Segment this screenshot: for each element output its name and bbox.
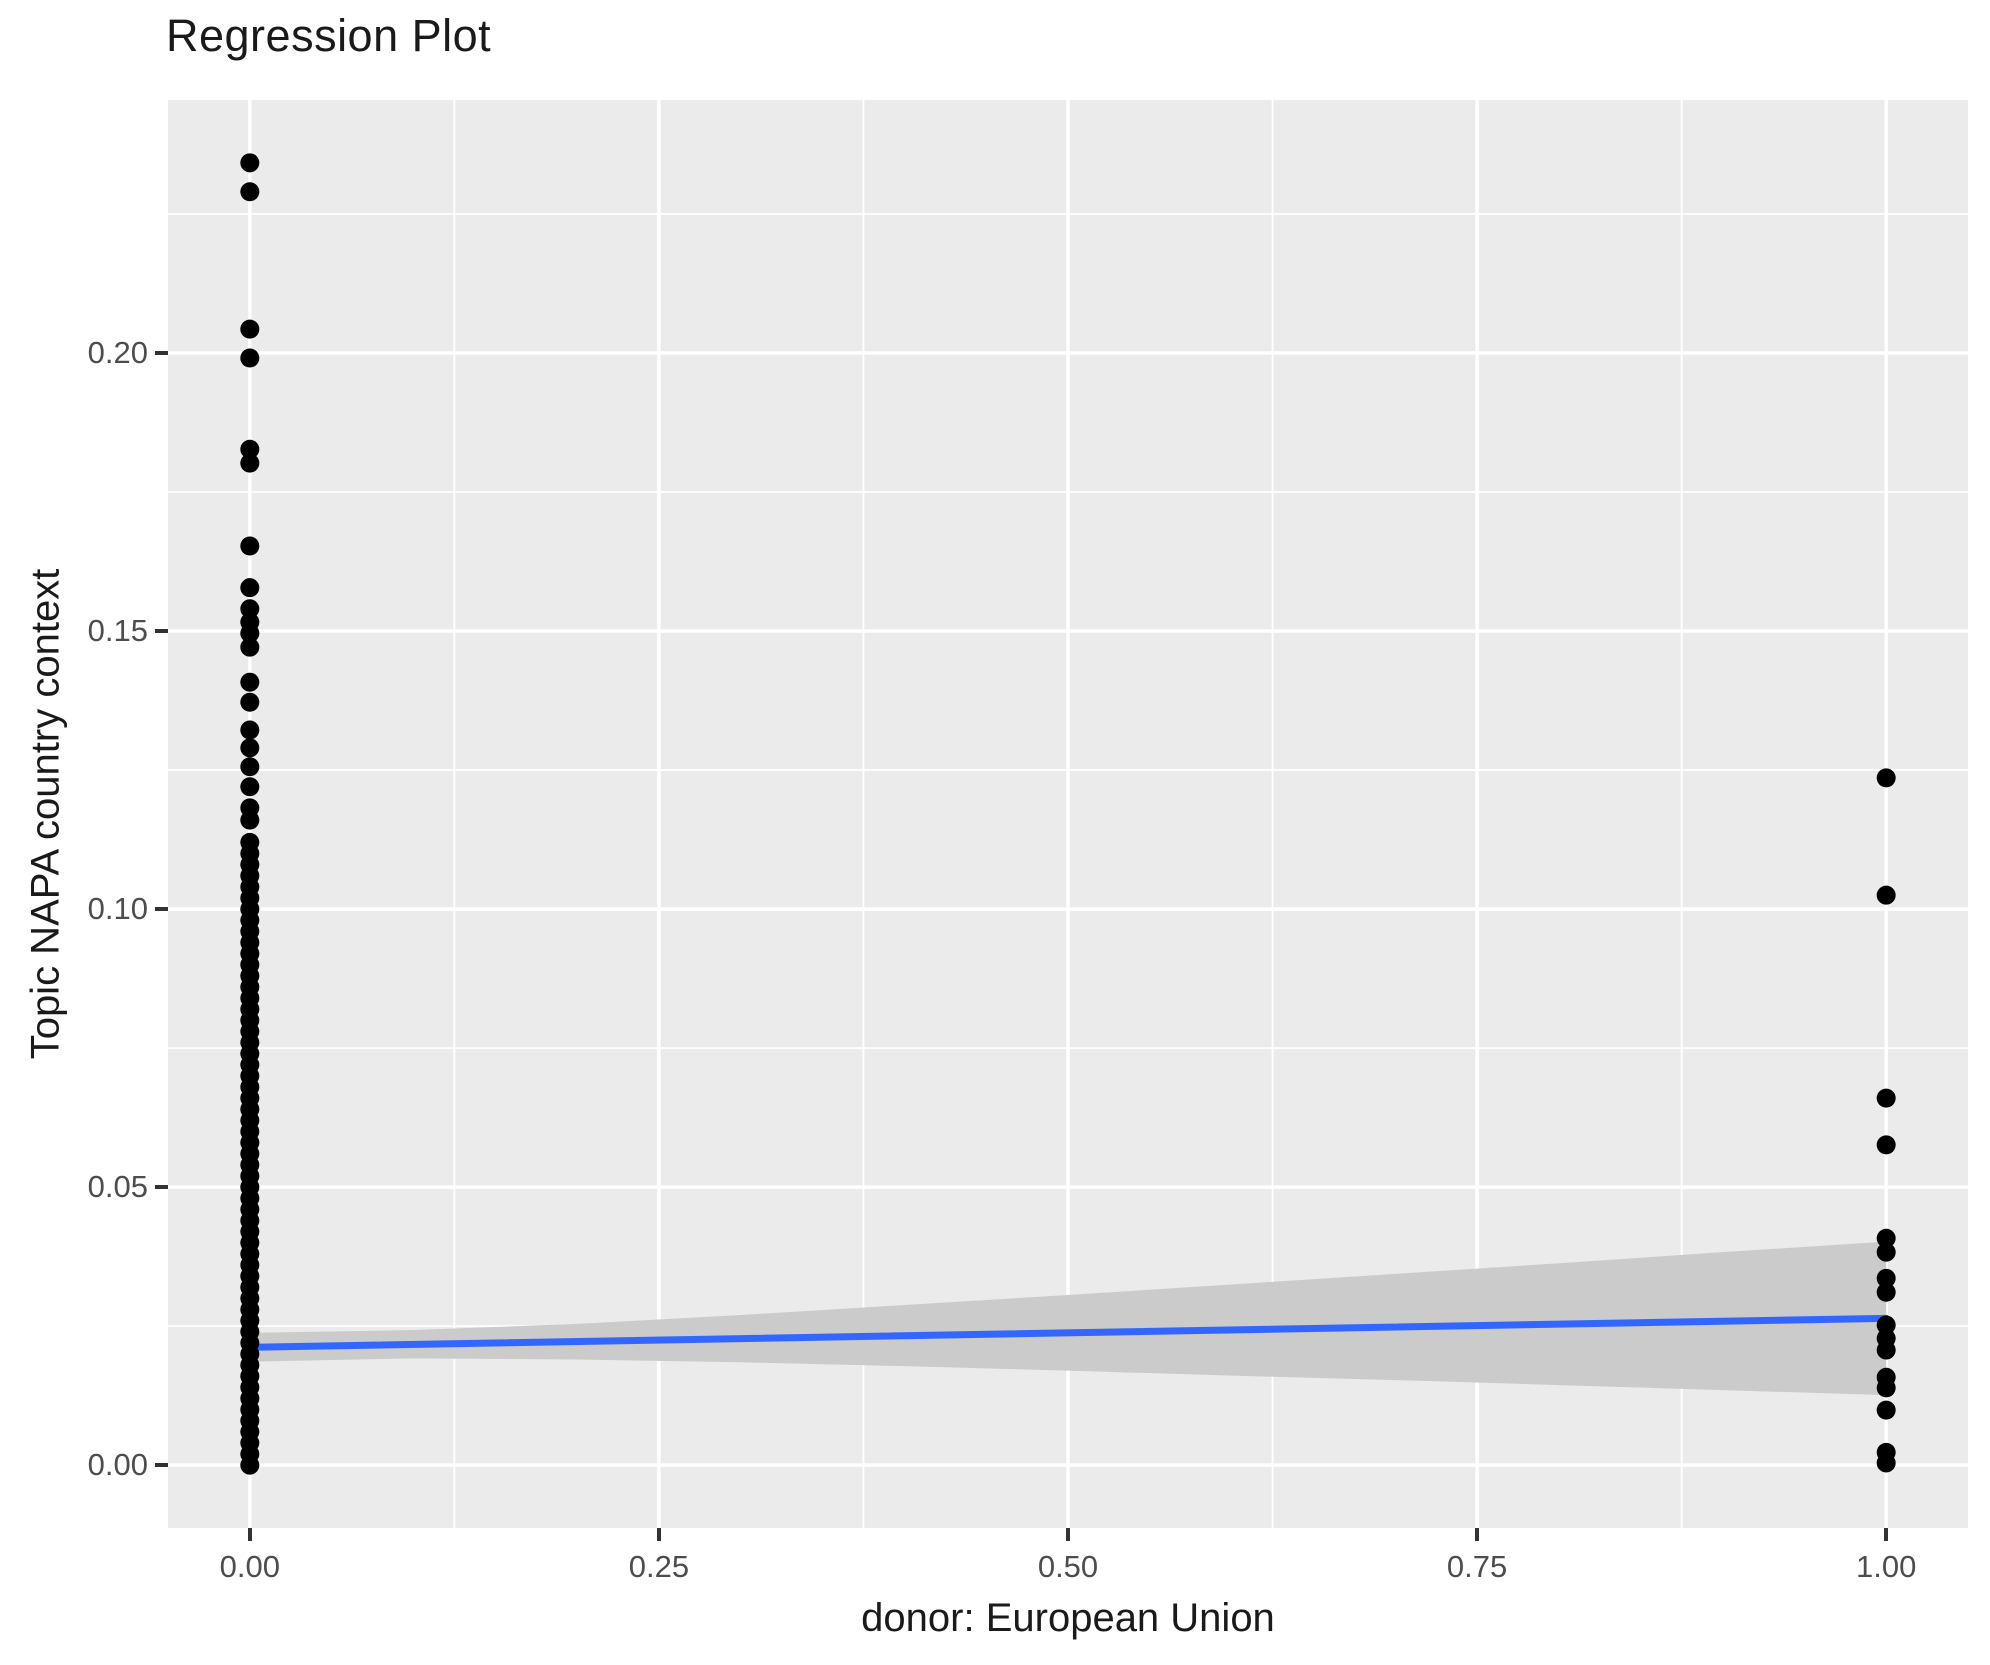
data-point bbox=[240, 672, 260, 692]
data-point bbox=[240, 612, 260, 632]
y-tick-label: 0.20 bbox=[87, 335, 148, 370]
data-point bbox=[1876, 1228, 1896, 1248]
regression-line bbox=[246, 1314, 1890, 1351]
data-point bbox=[240, 757, 260, 777]
confidence-band bbox=[249, 1241, 1887, 1396]
y-tick-label: 0.00 bbox=[87, 1447, 148, 1483]
y-tick-label: 0.05 bbox=[87, 1169, 148, 1205]
data-point bbox=[1876, 1242, 1896, 1262]
data-point bbox=[1876, 1400, 1896, 1420]
data-point bbox=[1876, 1328, 1896, 1348]
data-point bbox=[1876, 1367, 1896, 1387]
data-point bbox=[1876, 1268, 1896, 1288]
plot-canvas bbox=[168, 100, 1968, 1528]
y-tick-mark bbox=[155, 351, 168, 355]
data-point bbox=[1876, 1088, 1896, 1108]
data-point bbox=[240, 319, 260, 339]
x-tick-mark bbox=[1884, 1528, 1889, 1541]
data-point bbox=[240, 348, 260, 368]
data-point bbox=[1876, 885, 1896, 905]
data-point bbox=[240, 453, 260, 473]
data-point bbox=[240, 738, 260, 758]
data-point bbox=[1876, 1282, 1896, 1302]
data-point bbox=[240, 832, 260, 852]
data-point bbox=[240, 599, 260, 619]
x-tick-label: 0.25 bbox=[628, 1549, 690, 1584]
y-tick-mark bbox=[155, 907, 168, 912]
data-point bbox=[240, 153, 260, 173]
data-point bbox=[240, 692, 260, 712]
chart-title: Regression Plot bbox=[166, 10, 492, 61]
y-tick-mark bbox=[155, 1185, 168, 1190]
plot-panel bbox=[168, 100, 1968, 1528]
x-tick-label: 0.50 bbox=[1037, 1549, 1099, 1584]
data-point bbox=[1876, 768, 1896, 788]
data-point bbox=[240, 637, 260, 657]
data-point bbox=[1876, 1315, 1896, 1335]
data-point bbox=[240, 439, 260, 459]
data-point bbox=[240, 578, 260, 598]
data-point bbox=[240, 798, 260, 818]
data-point bbox=[240, 182, 260, 202]
data-point bbox=[1876, 1135, 1896, 1155]
y-tick-mark bbox=[155, 629, 168, 634]
y-tick-label: 0.15 bbox=[87, 613, 148, 649]
x-tick-mark bbox=[1066, 1528, 1070, 1541]
x-tick-mark bbox=[656, 1528, 661, 1541]
data-point bbox=[240, 536, 260, 556]
data-point bbox=[1876, 1442, 1896, 1462]
data-point bbox=[240, 720, 260, 740]
y-tick-mark bbox=[155, 1463, 168, 1468]
x-axis-title: donor: European Union bbox=[861, 1596, 1275, 1640]
x-tick-label: 0.00 bbox=[219, 1549, 280, 1584]
x-tick-label: 1.00 bbox=[1856, 1549, 1917, 1584]
data-point bbox=[240, 777, 260, 797]
x-tick-label: 0.75 bbox=[1446, 1549, 1508, 1584]
y-tick-label: 0.10 bbox=[87, 891, 148, 927]
x-tick-mark bbox=[1475, 1528, 1480, 1541]
x-tick-mark bbox=[247, 1528, 252, 1541]
y-axis-title: Topic NAPA country context bbox=[23, 568, 68, 1060]
